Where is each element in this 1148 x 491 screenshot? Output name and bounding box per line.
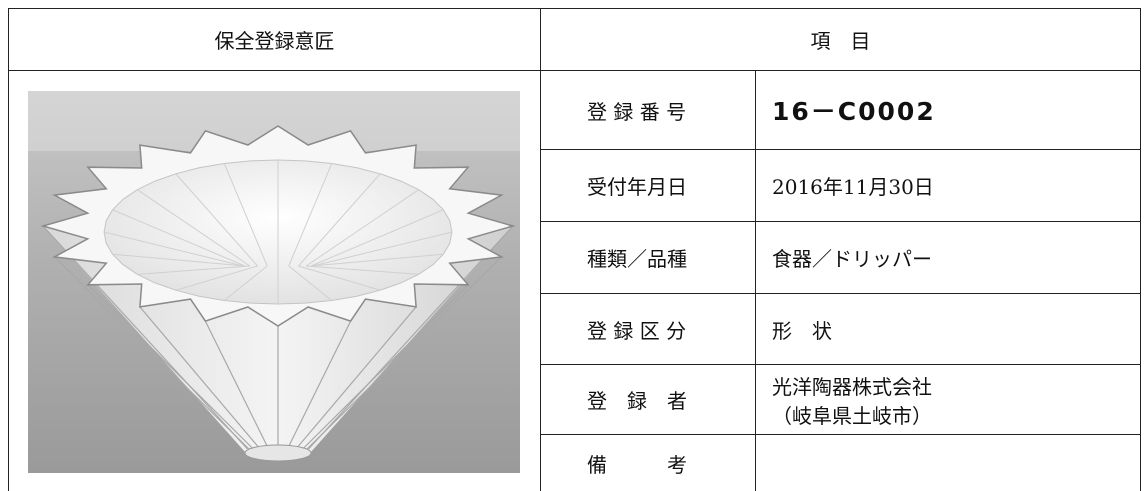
photo-shape <box>302 284 469 450</box>
photo-shape <box>306 256 502 450</box>
photo-shape <box>298 265 381 291</box>
row-label: 受付年月日 <box>540 149 756 222</box>
photo-shape <box>139 306 261 450</box>
photo-shape <box>54 256 250 450</box>
photo-shape <box>103 231 244 267</box>
row-label: 登 録 者 <box>540 364 756 435</box>
row-value: 光洋陶器株式会社 （岐阜県土岐市） <box>755 364 1141 435</box>
photo-shape <box>42 225 248 450</box>
photo-shape <box>286 320 352 450</box>
photo-shape <box>112 209 246 267</box>
photo-shape <box>175 173 258 267</box>
photo-shape <box>223 163 268 267</box>
photo-shape <box>244 444 312 462</box>
photo-shape <box>308 225 514 450</box>
photo-shape <box>311 253 444 267</box>
photo-shape <box>175 265 258 291</box>
photo-shape <box>306 265 419 275</box>
row-label: 種類／品種 <box>540 221 756 294</box>
row-value: 食器／ドリッパー <box>755 221 1141 294</box>
dripper-photo <box>28 91 520 473</box>
row-label: 登 録 区 分 <box>540 293 756 365</box>
photo-shape <box>288 265 333 301</box>
photo-shape <box>310 209 444 267</box>
photo-shape <box>137 189 251 267</box>
photo-cell <box>8 70 541 491</box>
photo-shape <box>312 231 453 267</box>
photo-shape <box>87 284 254 450</box>
value-line: 光洋陶器株式会社 <box>772 374 932 399</box>
row-value: 2016年11月30日 <box>755 149 1141 222</box>
row-label: 登 録 番 号 <box>540 70 756 150</box>
photo-shape <box>288 163 333 267</box>
photo-shape <box>305 189 419 267</box>
photo-shape <box>137 265 250 275</box>
row-value: 16－C0002 <box>755 70 1141 150</box>
registration-table: 保全登録意匠 項 目 登 <box>8 8 1141 491</box>
header-cell: 項 目 <box>540 8 1141 71</box>
row-value <box>755 434 1141 491</box>
row-label: 備 考 <box>540 434 756 491</box>
photo-shape <box>112 253 245 267</box>
photo-shape <box>295 306 417 450</box>
photo-shape <box>298 173 381 267</box>
row-value: 形 状 <box>755 293 1141 365</box>
photo-shape <box>204 320 270 450</box>
header-cell: 保全登録意匠 <box>8 8 541 71</box>
photo-shape <box>223 265 268 301</box>
value-line: （岐阜県土岐市） <box>772 403 932 428</box>
